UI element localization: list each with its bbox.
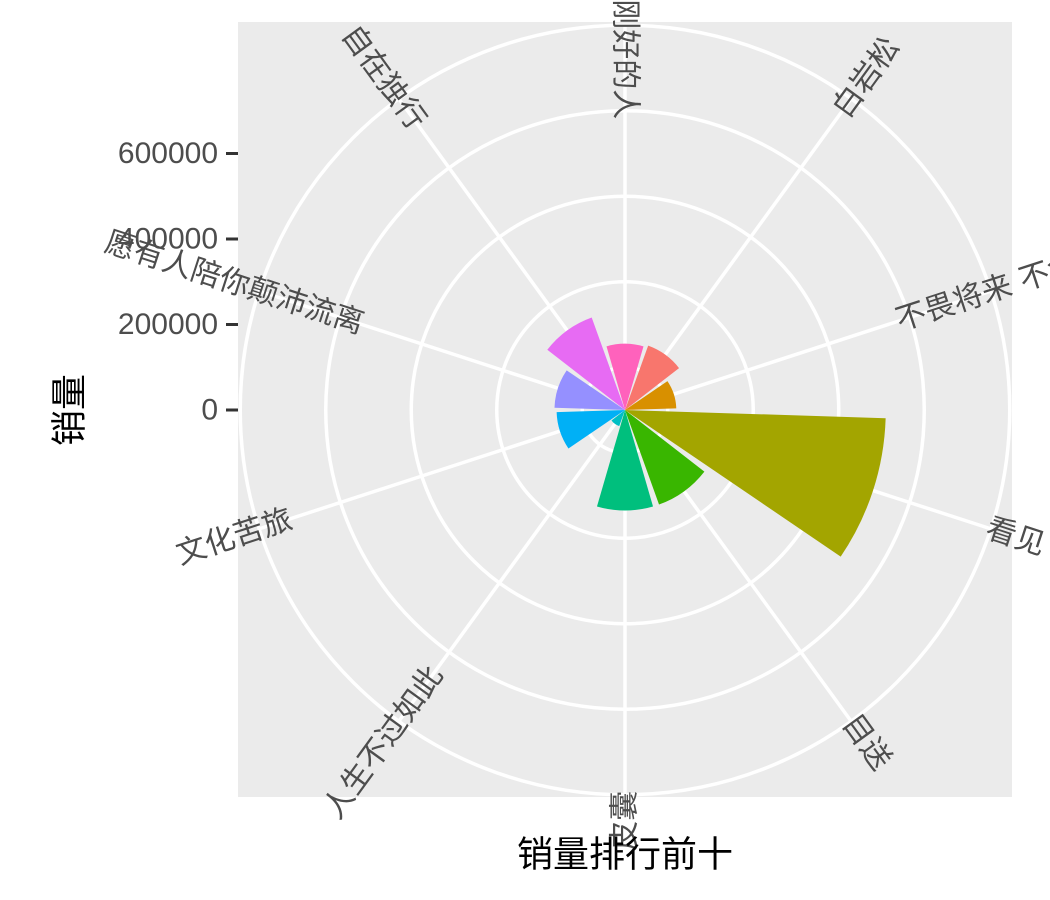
x-axis-title: 销量排行前十	[517, 835, 733, 876]
category-label: 做一个刚刚好的人	[608, 0, 643, 119]
bar-做一个刚刚好的人	[606, 343, 644, 410]
bars	[547, 317, 886, 557]
y-tick-label: 0	[201, 394, 218, 427]
category-label: 皮囊	[608, 791, 643, 851]
grid-spoke	[624, 289, 992, 412]
bar-白岩松	[625, 345, 680, 410]
y-tick-label: 400000	[118, 223, 218, 256]
bar-人生不过如此	[611, 410, 625, 427]
bar-文化苦旅	[556, 410, 625, 449]
y-axis: 0 200000 400000 600000	[118, 137, 238, 427]
y-tick-label: 600000	[118, 137, 218, 170]
bar-自在独行	[547, 317, 625, 410]
bar-不畏将来 不念过去	[625, 381, 677, 410]
bar-皮囊	[596, 410, 654, 511]
y-axis-title: 销量	[50, 374, 91, 446]
bar-愿有人陪你颠沛流离	[554, 370, 625, 410]
bar-看见	[625, 410, 886, 557]
y-tick-label: 200000	[118, 308, 218, 341]
bar-目送	[625, 410, 705, 505]
grid-spoke	[397, 408, 627, 723]
